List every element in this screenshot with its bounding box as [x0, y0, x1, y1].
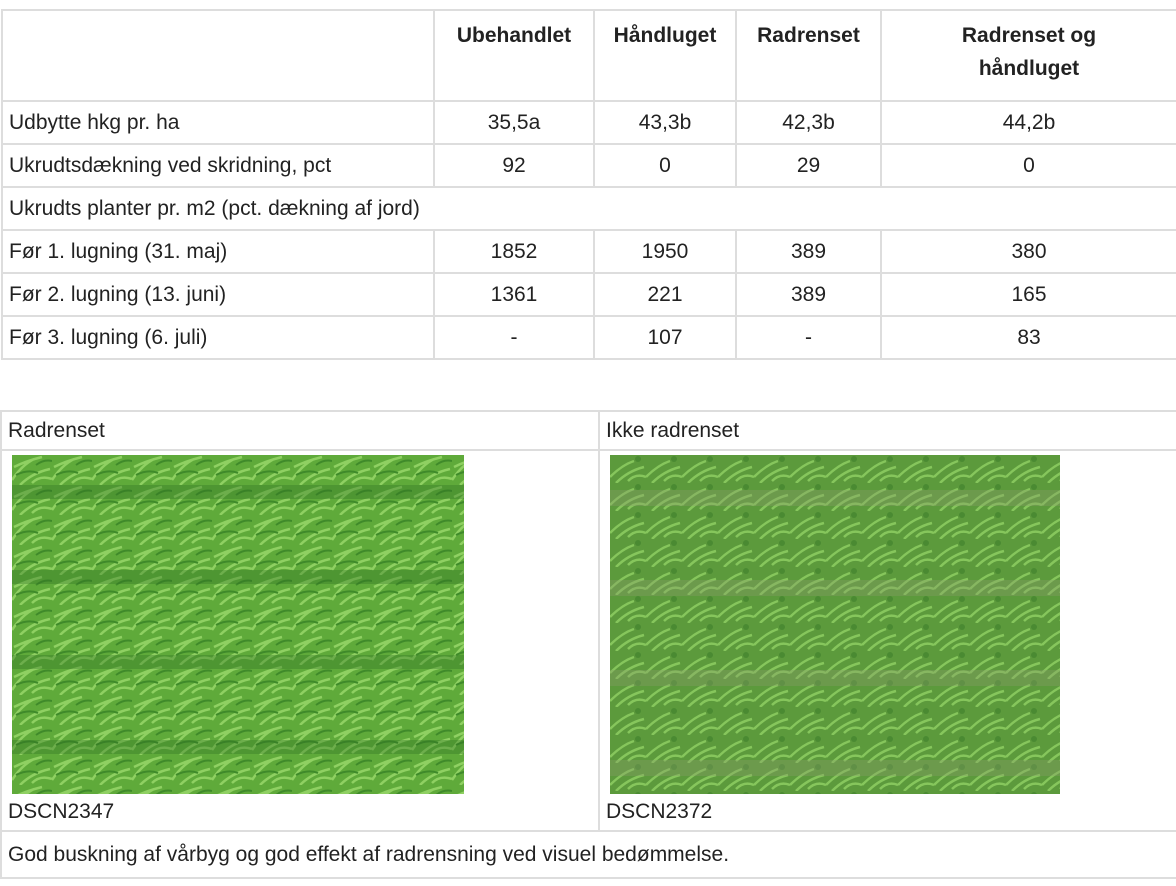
photo-caption: DSCN2347: [8, 800, 115, 823]
header-cell: Ubehandlet: [433, 9, 595, 102]
photo-label: Ikke radrenset: [598, 410, 1176, 451]
photo: [12, 455, 464, 794]
cell: 44,2b: [880, 100, 1176, 145]
cell: 0: [880, 143, 1176, 188]
photo-cell: DSCN2347: [0, 449, 600, 832]
results-table: Ubehandlet Håndluget Radrenset Radrenset…: [1, 9, 1176, 360]
row-label: Før 2. lugning (13. juni): [1, 272, 435, 317]
cell: 165: [880, 272, 1176, 317]
photo-caption: DSCN2372: [606, 800, 713, 823]
row-label: Før 3. lugning (6. juli): [1, 315, 435, 360]
row-label: Før 1. lugning (31. maj): [1, 229, 435, 274]
cell: 389: [735, 272, 882, 317]
row-label: Ukrudtsdækning ved skridning, pct: [1, 143, 435, 188]
cell: -: [433, 315, 595, 360]
section-cell: Ukrudts planter pr. m2 (pct. dækning af …: [1, 186, 1176, 231]
cell: 389: [735, 229, 882, 274]
cell: 42,3b: [735, 100, 882, 145]
photo: [610, 455, 1060, 794]
header-cell: Radrenset: [735, 9, 882, 102]
photo-label: Radrenset: [0, 410, 600, 451]
cell: 92: [433, 143, 595, 188]
table-row: Før 1. lugning (31. maj) 1852 1950 389 380: [1, 229, 1176, 274]
header-cell: Håndluget: [593, 9, 737, 102]
row-label: Udbytte hkg pr. ha: [1, 100, 435, 145]
header-row: Ubehandlet Håndluget Radrenset Radrenset…: [1, 9, 1176, 102]
cell: 221: [593, 272, 737, 317]
table-row: Ukrudtsdækning ved skridning, pct 92 0 29 0: [1, 143, 1176, 188]
table-row: Før 3. lugning (6. juli) -107-83: [1, 315, 1176, 360]
photo-cell: DSCN2372: [598, 449, 1176, 832]
cell: 43,3b: [593, 100, 737, 145]
cell: 1361: [433, 272, 595, 317]
cell: 1852: [433, 229, 595, 274]
cell: 83: [880, 315, 1176, 360]
cell: 107: [593, 315, 737, 360]
note: God buskning af vårbyg og god effekt af …: [0, 830, 1176, 879]
cell: 380: [880, 229, 1176, 274]
cell: 35,5a: [433, 100, 595, 145]
cell: 29: [735, 143, 882, 188]
header-cell: Radrenset og håndluget: [880, 9, 1176, 102]
table-row: Udbytte hkg pr. ha 35,5a 43,3b 42,3b 44,2b: [1, 100, 1176, 145]
photo-table: Radrenset Ikke radrenset DSCN2347 DSCN23…: [0, 410, 1176, 879]
table-row: Før 2. lugning (13. juni) 1361 221 389 165: [1, 272, 1176, 317]
section-row: Ukrudts planter pr. m2 (pct. dækning af …: [1, 186, 1176, 231]
cell: 0: [593, 143, 737, 188]
cell: 1950: [593, 229, 737, 274]
header-cell: [1, 9, 435, 102]
cell: -: [735, 315, 882, 360]
